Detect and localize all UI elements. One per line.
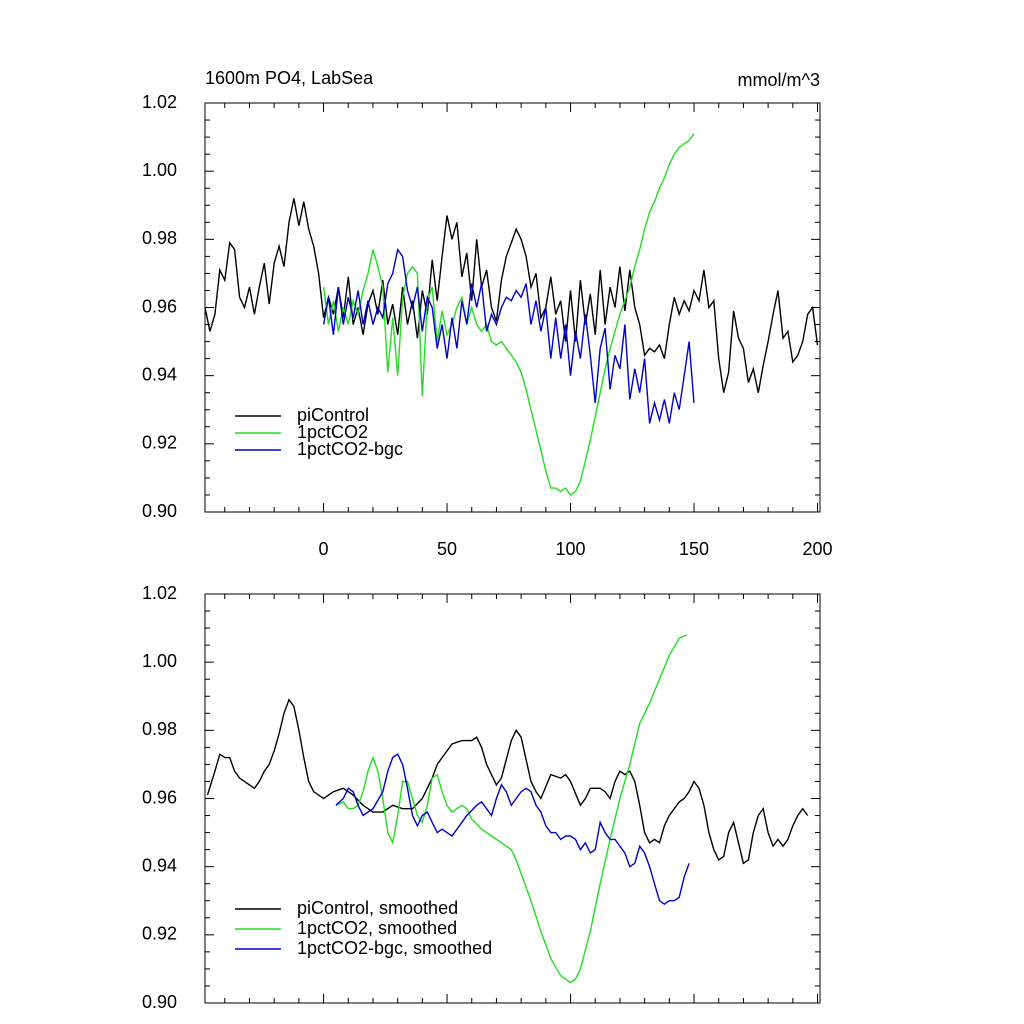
- y-tick-label: 1.02: [142, 583, 177, 603]
- chart-title: 1600m PO4, LabSea: [205, 68, 374, 88]
- y-tick-label: 0.98: [142, 228, 177, 248]
- series-line: [335, 634, 687, 984]
- y-tick-label: 0.92: [142, 924, 177, 944]
- y-tick-label: 0.90: [142, 992, 177, 1012]
- legend-label: 1pctCO2, smoothed: [297, 918, 457, 938]
- series-line: [204, 198, 819, 393]
- legend-label: 1pctCO2-bgc: [297, 439, 403, 459]
- y-tick-label: 1.00: [142, 651, 177, 671]
- x-tick-label: 0: [319, 539, 329, 559]
- y-tick-label: 1.00: [142, 160, 177, 180]
- legend-label: 1pctCO2: [297, 422, 368, 442]
- y-tick-label: 0.92: [142, 433, 177, 453]
- x-tick-label: 200: [803, 539, 833, 559]
- series-line: [335, 753, 690, 906]
- legend-label: 1pctCO2-bgc, smoothed: [297, 938, 492, 958]
- y-tick-label: 0.98: [142, 719, 177, 739]
- y-tick-label: 0.90: [142, 501, 177, 521]
- y-tick-label: 0.94: [142, 855, 177, 875]
- x-tick-label: 150: [679, 539, 709, 559]
- legend-label: piControl: [297, 405, 369, 425]
- y-tick-label: 0.94: [142, 364, 177, 384]
- series-line: [322, 247, 695, 424]
- units-label: mmol/m^3: [738, 70, 820, 90]
- x-tick-label: 50: [437, 539, 457, 559]
- y-tick-label: 0.96: [142, 787, 177, 807]
- y-tick-label: 0.96: [142, 296, 177, 316]
- x-tick-label: 100: [556, 539, 586, 559]
- series-line: [322, 133, 695, 496]
- y-tick-label: 1.02: [142, 92, 177, 112]
- legend-label: piControl, smoothed: [297, 898, 458, 918]
- series-line: [206, 698, 809, 865]
